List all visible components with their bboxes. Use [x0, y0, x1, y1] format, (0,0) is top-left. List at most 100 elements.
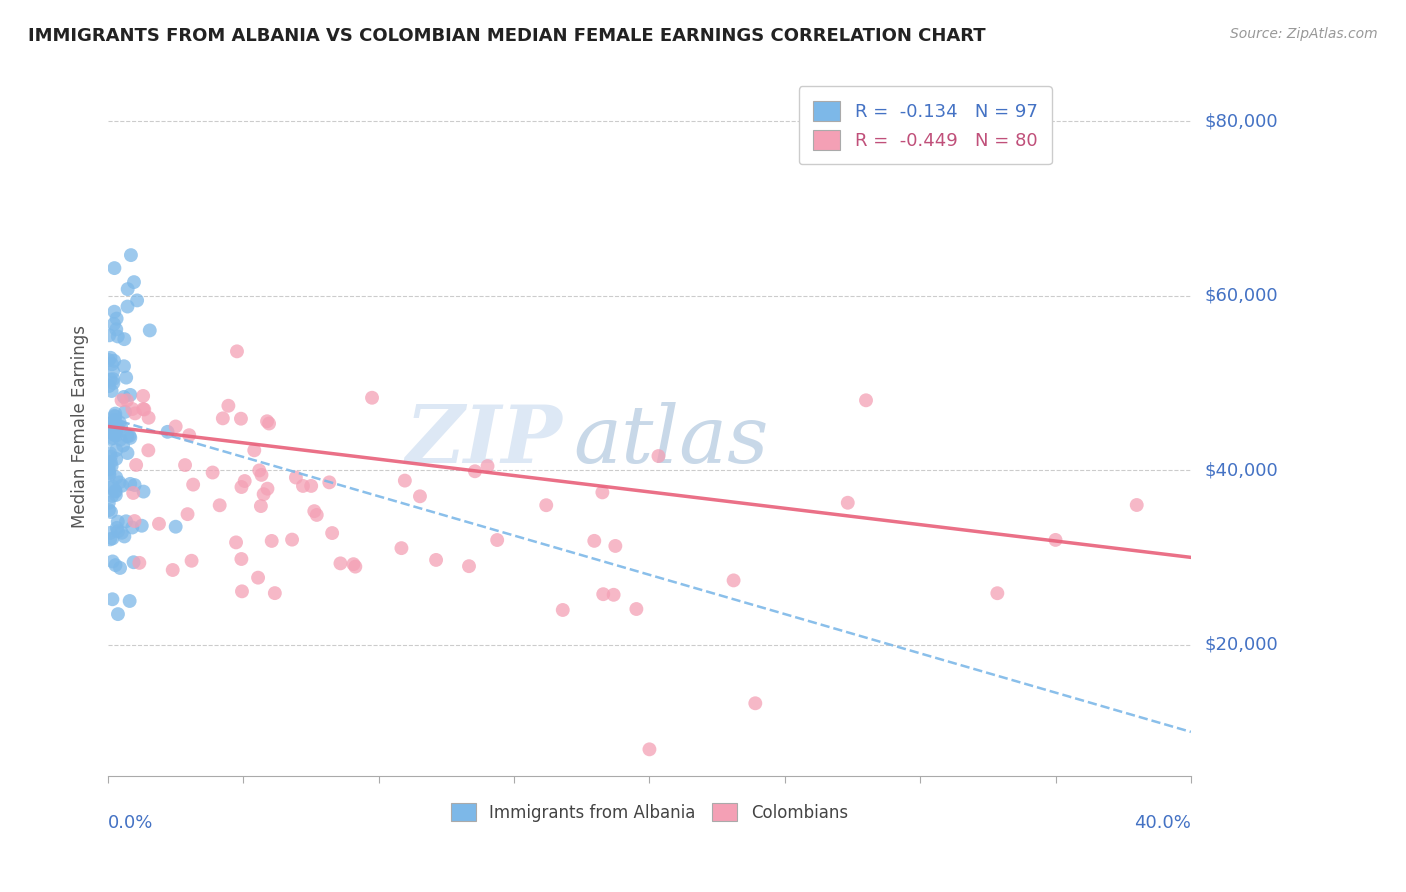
Point	[97, 462, 120, 476]
Point	[101, 418, 124, 433]
Point	[263, 586, 285, 600]
Point	[115, 393, 138, 408]
Point	[105, 521, 128, 535]
Point	[458, 559, 481, 574]
Point	[180, 554, 202, 568]
Point	[115, 429, 138, 443]
Point	[112, 332, 135, 346]
Point	[101, 592, 124, 607]
Point	[536, 498, 558, 512]
Point	[122, 486, 145, 500]
Point	[103, 376, 125, 390]
Point	[179, 428, 201, 442]
Point	[284, 470, 307, 484]
Point	[103, 354, 125, 368]
Point	[114, 405, 136, 419]
Point	[115, 370, 138, 384]
Point	[250, 499, 273, 513]
Point	[101, 554, 124, 568]
Y-axis label: Median Female Earnings: Median Female Earnings	[72, 325, 89, 528]
Point	[181, 477, 204, 491]
Point	[107, 524, 129, 539]
Point	[110, 420, 132, 434]
Point	[101, 532, 124, 546]
Point	[132, 402, 155, 417]
Point	[281, 533, 304, 547]
Point	[136, 443, 159, 458]
Point	[112, 359, 135, 374]
Point	[131, 518, 153, 533]
Point	[231, 480, 253, 494]
Point	[174, 458, 197, 472]
Point	[486, 533, 509, 547]
Point	[551, 603, 574, 617]
Point	[201, 466, 224, 480]
Point	[104, 407, 127, 421]
Point	[626, 602, 648, 616]
Point	[247, 463, 270, 477]
Point	[98, 328, 121, 343]
Point	[229, 411, 252, 425]
Point	[148, 516, 170, 531]
Point	[1045, 533, 1067, 547]
Point	[124, 514, 146, 528]
Point	[118, 429, 141, 443]
Point	[744, 696, 766, 710]
Point	[101, 364, 124, 378]
Point	[138, 410, 160, 425]
Point	[101, 431, 124, 445]
Point	[124, 406, 146, 420]
Point	[225, 535, 247, 549]
Point	[304, 504, 326, 518]
Point	[120, 388, 142, 402]
Point	[117, 282, 139, 296]
Point	[243, 443, 266, 458]
Point	[103, 261, 125, 276]
Point	[100, 417, 122, 431]
Point	[329, 557, 352, 571]
Point	[105, 443, 128, 458]
Point	[98, 481, 121, 495]
Point	[132, 389, 155, 403]
Point	[111, 478, 134, 492]
Point	[256, 482, 278, 496]
Point	[211, 411, 233, 425]
Point	[98, 446, 121, 460]
Point	[117, 446, 139, 460]
Point	[98, 467, 121, 482]
Point	[101, 357, 124, 371]
Point	[122, 275, 145, 289]
Point	[104, 483, 127, 498]
Point	[98, 466, 121, 480]
Point	[122, 555, 145, 569]
Point	[100, 384, 122, 398]
Point	[132, 484, 155, 499]
Point	[986, 586, 1008, 600]
Point	[291, 479, 314, 493]
Point	[108, 433, 131, 447]
Point	[121, 520, 143, 534]
Point	[165, 519, 187, 533]
Point	[127, 293, 149, 308]
Point	[104, 484, 127, 499]
Point	[409, 489, 432, 503]
Point	[591, 485, 613, 500]
Point	[97, 496, 120, 510]
Point	[231, 552, 253, 566]
Text: 40.0%: 40.0%	[1135, 814, 1191, 832]
Point	[253, 487, 276, 501]
Point	[104, 413, 127, 427]
Point	[107, 329, 129, 343]
Point	[100, 432, 122, 446]
Point	[117, 300, 139, 314]
Point	[391, 541, 413, 556]
Point	[100, 425, 122, 440]
Point	[98, 525, 121, 540]
Point	[176, 507, 198, 521]
Point	[120, 248, 142, 262]
Point	[104, 428, 127, 442]
Point	[120, 431, 142, 445]
Point	[342, 557, 364, 571]
Point	[162, 563, 184, 577]
Point	[425, 553, 447, 567]
